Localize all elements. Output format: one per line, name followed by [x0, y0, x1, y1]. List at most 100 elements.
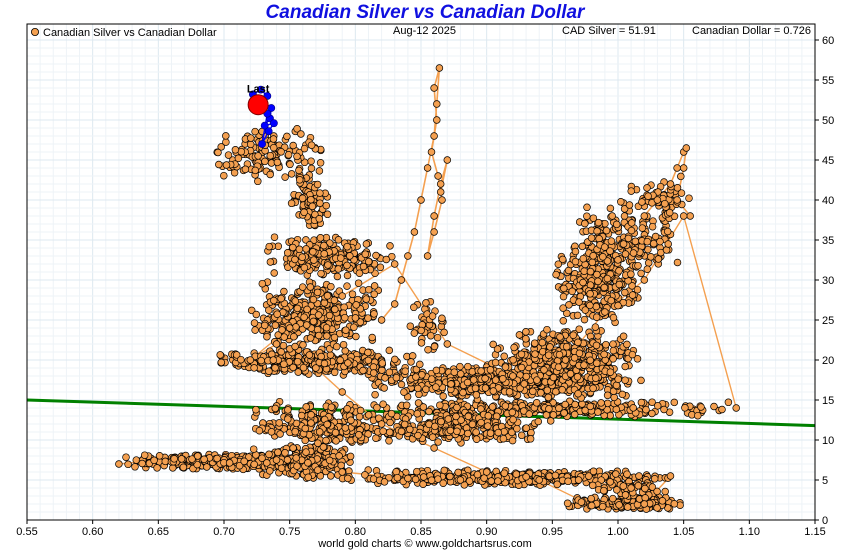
data-point: [621, 376, 629, 384]
data-point: [287, 170, 296, 178]
data-point: [575, 325, 583, 333]
data-point: [554, 363, 563, 371]
data-point: [494, 477, 502, 485]
x-tick-label: 0.60: [82, 526, 103, 538]
data-point: [533, 376, 541, 384]
data-point: [390, 260, 399, 268]
data-point: [575, 298, 583, 306]
data-point: [583, 212, 591, 220]
data-point: [594, 408, 602, 416]
data-point: [446, 472, 454, 481]
data-point: [153, 464, 161, 472]
data-point: [397, 276, 406, 284]
data-point: [140, 451, 149, 459]
data-point: [650, 475, 659, 483]
data-point: [307, 411, 315, 419]
data-point: [413, 467, 421, 476]
data-point: [215, 160, 223, 169]
data-point: [306, 334, 315, 342]
data-point: [337, 254, 345, 262]
data-point: [222, 161, 231, 169]
data-point: [666, 180, 675, 188]
data-point: [453, 427, 461, 436]
data-point: [641, 484, 649, 493]
data-point: [614, 301, 622, 310]
data-point: [491, 358, 500, 367]
data-point: [443, 340, 452, 348]
x-tick-label: 1.10: [739, 526, 760, 538]
data-point: [434, 438, 442, 446]
data-point: [522, 372, 531, 381]
data-point: [203, 463, 211, 471]
data-point: [433, 116, 441, 124]
data-point: [289, 444, 297, 452]
data-point: [214, 148, 222, 157]
data-point: [281, 449, 289, 457]
data-point: [274, 448, 282, 457]
data-point: [423, 252, 432, 260]
data-point: [379, 400, 387, 408]
data-point: [574, 338, 582, 347]
data-point: [280, 360, 288, 368]
data-point: [732, 404, 740, 412]
x-tick-label: 0.90: [476, 526, 497, 538]
data-point: [589, 467, 598, 476]
data-point: [115, 460, 123, 468]
data-point: [284, 151, 293, 159]
data-point: [629, 404, 637, 412]
data-point: [522, 424, 531, 432]
data-point: [685, 194, 693, 202]
data-point: [309, 295, 318, 304]
data-point: [334, 236, 343, 244]
data-point: [643, 237, 652, 246]
data-point: [597, 399, 605, 407]
data-point: [254, 177, 262, 186]
data-point: [430, 342, 439, 351]
data-point: [666, 472, 675, 480]
data-point: [380, 384, 388, 392]
data-point: [334, 265, 343, 273]
data-point: [216, 351, 224, 359]
y-tick-label: 0: [822, 515, 828, 527]
data-point: [271, 404, 280, 413]
data-point: [251, 326, 259, 334]
data-point: [286, 160, 294, 169]
data-point: [603, 274, 612, 283]
data-point: [487, 477, 496, 485]
last-point: [247, 94, 269, 116]
data-point: [257, 356, 265, 365]
data-point: [407, 358, 415, 366]
data-point: [434, 172, 442, 180]
data-point: [583, 203, 591, 212]
data-point: [578, 242, 587, 251]
data-point: [574, 389, 582, 398]
data-point: [414, 384, 422, 393]
data-point: [386, 418, 394, 427]
data-point: [436, 188, 445, 196]
data-point: [287, 199, 296, 208]
data-point: [569, 331, 578, 339]
data-point: [647, 253, 655, 261]
data-point: [607, 296, 615, 305]
data-point: [494, 428, 503, 437]
data-point: [589, 252, 597, 260]
data-point: [510, 343, 518, 352]
data-point: [291, 297, 300, 305]
data-point: [300, 208, 308, 217]
data-point: [343, 405, 351, 413]
data-point: [269, 356, 278, 364]
data-point: [258, 279, 267, 288]
data-point: [220, 171, 228, 180]
legend: Canadian Silver vs Canadian Dollar: [30, 27, 217, 39]
data-point: [291, 427, 299, 436]
data-point: [249, 445, 258, 453]
data-point: [271, 321, 280, 330]
data-point: [351, 314, 360, 322]
data-point: [246, 140, 255, 149]
data-point: [316, 199, 324, 207]
y-tick-label: 50: [822, 115, 834, 127]
y-tick-label: 55: [822, 75, 834, 87]
data-point: [555, 350, 564, 359]
data-point: [464, 412, 473, 421]
data-point: [279, 341, 288, 350]
